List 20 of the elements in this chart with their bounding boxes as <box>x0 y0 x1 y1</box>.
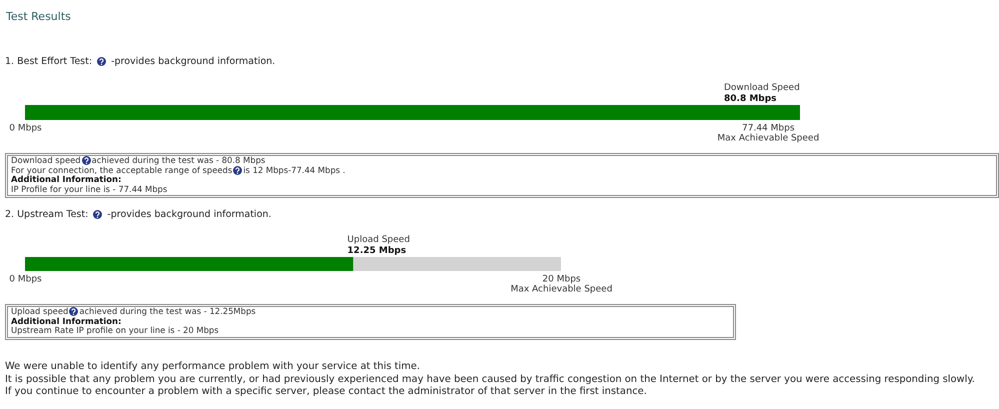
y-tick-label: Download Speed <box>724 83 800 93</box>
chart-subtitle: -provides background information. <box>111 56 276 67</box>
chart-subtitle: -provides background information. <box>107 209 272 220</box>
data-label: 80.8 Mbps <box>724 94 777 104</box>
x-axis-title: Max Achievable Speed <box>510 284 612 294</box>
text: It is possible that any problem you are currently, or had previously experienced may have been caused by traffic congestion on the Internet or by the server you were accessing responding slowly. <box>5 374 975 386</box>
chart-title: 2. Upstream Test: <box>5 209 88 220</box>
x-tick-label: 0 Mbps <box>9 274 42 284</box>
x-tick-label: 77.44 Mbps <box>742 124 795 134</box>
message-box: Download speed achieved during the test was - 80.8 Mbps For your connection, the acceptable range of speeds is 12 Mbps-77.44 Mbps . Additional Information: IP Profile for your line is - 77.44 Mbps <box>5 153 999 198</box>
text: If you continue to encounter a problem with a specific server, please contact the administrator of that server in the first instance. <box>5 386 648 398</box>
text: We were unable to identify any performance problem with your service at this time. <box>5 361 421 374</box>
x-axis-title: Max Achievable Speed <box>717 134 820 144</box>
y-tick-label: Upload Speed <box>347 235 410 245</box>
data-label: 12.25 Mbps <box>347 246 406 256</box>
text: Test Results <box>6 10 71 23</box>
chart-title: 1. Best Effort Test: <box>5 56 92 67</box>
x-tick-label: 0 Mbps <box>9 124 42 134</box>
x-tick-label: 20 Mbps <box>542 274 581 284</box>
message-box: Upload speed achieved during the test was - 12.25Mbps Additional Information: Upstream Rate IP profile on your line is - 20 Mbps <box>5 304 736 340</box>
